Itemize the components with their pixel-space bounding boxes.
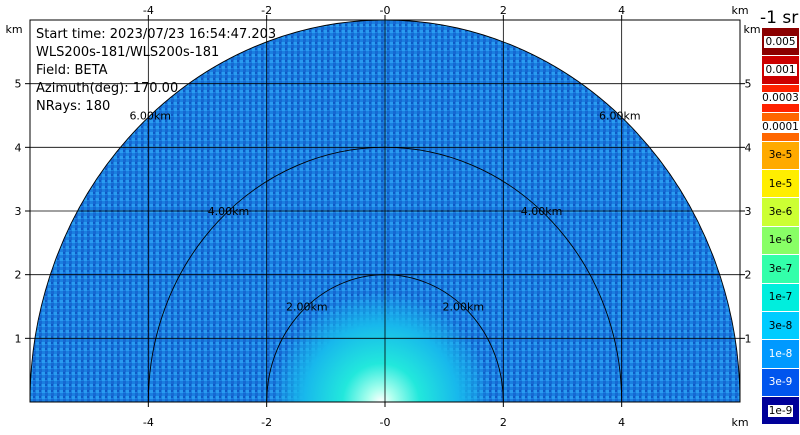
colorbar-label: 1e-7	[768, 291, 793, 304]
colorbar-label: 0.001	[764, 64, 797, 77]
plot-area	[30, 20, 740, 402]
range-ring-label: 2.00km	[286, 300, 328, 313]
x-tick-label-bottom: 4	[618, 416, 625, 429]
y-unit-right: km	[743, 23, 760, 36]
colorbar-cell: 1e-6	[762, 226, 799, 256]
colorbar-label: 1e-9	[767, 404, 794, 417]
colorbar-cell: 3e-6	[762, 198, 799, 227]
colorbar-cell: 3e-8	[762, 311, 799, 341]
x-tick-label-top: -2	[261, 4, 272, 17]
x-unit-top: km	[731, 4, 748, 17]
colorbar-cell: 3e-7	[762, 255, 799, 284]
x-tick-label-top: 2	[500, 4, 507, 17]
colorbar-label: 3e-6	[768, 206, 793, 219]
y-tick-label-left: 5	[15, 78, 22, 91]
colorbar-cell: 1e-8	[762, 340, 799, 369]
y-tick-label-left: 3	[15, 205, 22, 218]
colorbar-label: 3e-9	[768, 376, 793, 389]
colorbar-cell: 3e-5	[762, 141, 799, 170]
x-unit-bottom: km	[731, 416, 748, 429]
y-tick-label-right: 5	[745, 78, 752, 91]
y-tick-label-right: 1	[745, 332, 752, 345]
colorbar-label: 1e-6	[768, 234, 793, 247]
colorbar: 0.005 0.001 0.0003 0.0001 3e-5 1e-5 3e-6 1e-6 3e…	[762, 28, 799, 426]
colorbar-label: 3e-8	[768, 319, 793, 332]
y-tick-label-left: 1	[15, 332, 22, 345]
range-ring-label: 4.00km	[208, 205, 250, 218]
range-ring-label: 6.00km	[599, 109, 641, 122]
colorbar-cell: 0.001	[762, 56, 799, 85]
y-tick-label-right: 2	[745, 269, 752, 282]
axis-ticks	[25, 15, 745, 407]
range-ring	[30, 20, 740, 402]
x-tick-label-top: 4	[618, 4, 625, 17]
x-tick-label-bottom: -2	[261, 416, 272, 429]
colorbar-cell: 3e-9	[762, 368, 799, 398]
range-ring-label: 2.00km	[442, 300, 484, 313]
y-tick-label-left: 2	[15, 269, 22, 282]
x-tick-label-top: -4	[143, 4, 154, 17]
x-tick-label-bottom: -4	[143, 416, 154, 429]
y-unit-left: km	[5, 23, 22, 36]
colorbar-cell: 0.0003	[762, 84, 799, 114]
y-tick-label-left: 4	[15, 141, 22, 154]
x-tick-label-top: -0	[380, 4, 391, 17]
colorbar-label: 1e-5	[768, 177, 793, 190]
colorbar-cell: 1e-9	[762, 397, 799, 426]
range-ring-label: 6.00km	[129, 109, 171, 122]
x-tick-label-bottom: -0	[380, 416, 391, 429]
range-ring-labels: 2.00km 2.00km 4.00km 4.00km 6.00km 6.00km	[129, 109, 640, 313]
range-ring-label: 4.00km	[521, 205, 563, 218]
axis-tick-labels: -4 -4 -2 -2 -0 -0 2 2 4 4 1 1 2 2 3 3 4 4 5 5	[15, 4, 752, 429]
colorbar-label: 0.005	[764, 35, 797, 48]
colorbar-label: 0.0003	[762, 92, 799, 105]
colorbar-cell: 1e-5	[762, 169, 799, 199]
colorbar-label: 3e-7	[768, 262, 793, 275]
colorbar-label: 3e-5	[768, 149, 793, 162]
y-tick-label-right: 3	[745, 205, 752, 218]
colorbar-label: 1e-8	[768, 347, 793, 360]
x-tick-label-bottom: 2	[500, 416, 507, 429]
colorbar-label: 0.0001	[762, 120, 799, 133]
colorbar-units: -1 sr	[760, 8, 799, 28]
y-tick-label-right: 4	[745, 141, 752, 154]
colorbar-cell: 0.005	[762, 28, 799, 57]
range-ring	[266, 274, 504, 402]
colorbar-cell: 0.0001	[762, 113, 799, 142]
range-rings	[30, 20, 740, 402]
colorbar-cell: 1e-7	[762, 283, 799, 312]
range-ring	[147, 146, 623, 402]
